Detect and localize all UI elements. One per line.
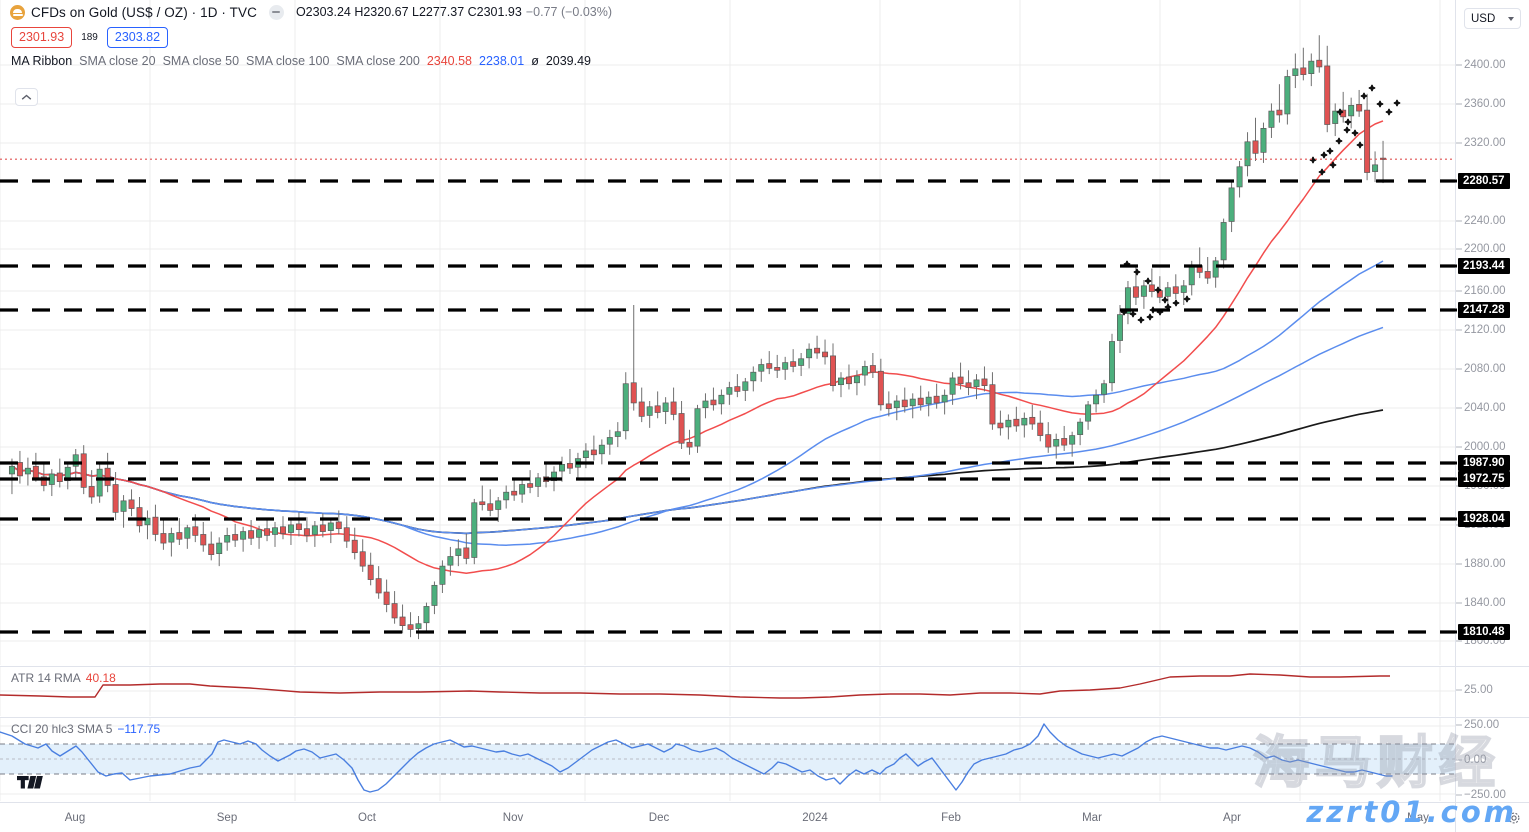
price-tick-dash xyxy=(1456,220,1462,222)
time-tick-label: Nov xyxy=(502,812,524,824)
time-scale-divider xyxy=(1455,803,1456,832)
price-tick-label: 2080.00 xyxy=(1464,363,1506,375)
price-tick-dash xyxy=(1456,290,1462,292)
price-tick-label: 2400.00 xyxy=(1464,59,1506,71)
indicator-tick-label: 0.00 xyxy=(1464,754,1487,766)
time-tick-label: Apr xyxy=(1223,812,1241,824)
time-tick-label: Sep xyxy=(216,812,238,824)
indicator-tick-label: −250.00 xyxy=(1464,789,1506,801)
indicator-tick-dash xyxy=(1456,759,1462,761)
pane-separator xyxy=(1456,666,1529,667)
indicator-tick-label: 25.00 xyxy=(1464,684,1493,696)
price-tick-label: 1880.00 xyxy=(1464,558,1506,570)
price-chart-svg xyxy=(0,0,1455,665)
price-tick-label: 2040.00 xyxy=(1464,402,1506,414)
currency-selector[interactable]: USD xyxy=(1464,8,1521,29)
price-tick-label: 1840.00 xyxy=(1464,597,1506,609)
price-tick-dash xyxy=(1456,446,1462,448)
price-tick-label: 2360.00 xyxy=(1464,98,1506,110)
price-tick-label: 2320.00 xyxy=(1464,137,1506,149)
price-tick-label: 2240.00 xyxy=(1464,215,1506,227)
price-level-tag-dash xyxy=(1448,630,1457,634)
price-level-tag-dash xyxy=(1448,308,1457,312)
price-tick-dash xyxy=(1456,563,1462,565)
price-level-tag[interactable]: 1928.04 xyxy=(1458,511,1510,527)
price-tick-dash xyxy=(1456,329,1462,331)
time-tick-label: Mar xyxy=(1082,812,1102,824)
price-tick-label: 2160.00 xyxy=(1464,285,1506,297)
price-scale[interactable]: USD 2400.00 2360.00 2320.00 2240.00 2200.00 2… xyxy=(1448,0,1529,802)
price-tick-label: 2120.00 xyxy=(1464,324,1506,336)
atr-chart-svg xyxy=(0,667,1455,716)
price-level-tag-dash xyxy=(1448,461,1457,465)
indicator-tick-dash xyxy=(1456,794,1462,796)
collapse-legend-button[interactable] xyxy=(15,88,38,106)
price-tick-label: 2200.00 xyxy=(1464,243,1506,255)
price-level-tag[interactable]: 1810.48 xyxy=(1458,624,1510,640)
gear-icon[interactable] xyxy=(1507,811,1521,825)
time-tick-label: Dec xyxy=(648,812,670,824)
price-level-tag-dash xyxy=(1448,517,1457,521)
currency-label: USD xyxy=(1471,12,1496,25)
indicator-tick-dash xyxy=(1456,689,1462,691)
cci-pane[interactable]: CCI 20 hlc3 SMA 5 −117.75 xyxy=(0,717,1455,801)
time-tick-label: 2024 xyxy=(802,812,828,824)
price-tick-dash xyxy=(1456,142,1462,144)
price-tick-dash xyxy=(1456,368,1462,370)
price-tick-dash xyxy=(1456,640,1462,642)
price-level-tag[interactable]: 1987.90 xyxy=(1458,455,1510,471)
price-level-tag[interactable]: 2280.57 xyxy=(1458,173,1510,189)
price-level-tag[interactable]: 2193.44 xyxy=(1458,258,1510,274)
price-level-tag[interactable]: 1972.75 xyxy=(1458,471,1510,487)
price-level-tag-dash xyxy=(1448,179,1457,183)
time-tick-label: May xyxy=(1407,812,1429,824)
price-level-tag-dash xyxy=(1448,477,1457,481)
price-tick-dash xyxy=(1456,602,1462,604)
cci-chart-svg xyxy=(0,718,1455,801)
time-tick-label: Feb xyxy=(941,812,961,824)
price-tick-label: 2000.00 xyxy=(1464,441,1506,453)
price-level-tag-dash xyxy=(1448,264,1457,268)
price-tick-dash xyxy=(1456,103,1462,105)
pane-separator xyxy=(1456,717,1529,718)
indicator-tick-label: 250.00 xyxy=(1464,719,1500,731)
time-tick-label: Aug xyxy=(64,812,86,824)
time-scale[interactable]: Aug Sep Oct Nov Dec 2024 Feb Mar Apr May xyxy=(0,802,1529,832)
price-tick-dash xyxy=(1456,407,1462,409)
time-tick-label: Oct xyxy=(358,812,376,824)
price-level-tag[interactable]: 2147.28 xyxy=(1458,302,1510,318)
price-tick-dash xyxy=(1456,64,1462,66)
tradingview-logo[interactable] xyxy=(17,770,47,792)
price-pane[interactable] xyxy=(0,0,1455,665)
chevron-up-icon xyxy=(21,94,32,100)
atr-pane[interactable]: ATR 14 RMA 40.18 xyxy=(0,666,1455,716)
price-tick-dash xyxy=(1456,248,1462,250)
chevron-down-icon xyxy=(1508,16,1514,21)
indicator-tick-dash xyxy=(1456,724,1462,726)
